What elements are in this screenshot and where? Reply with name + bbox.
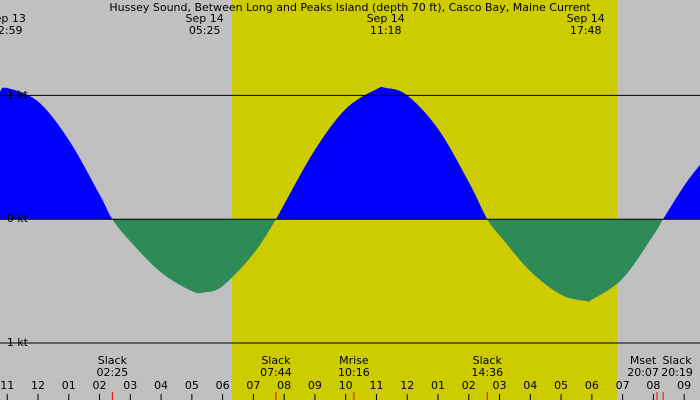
event-time: 10:16 — [338, 366, 370, 379]
event-date: Sep 14 — [367, 12, 405, 25]
x-tick-label: 10 — [339, 379, 353, 392]
x-tick-label: 04 — [154, 379, 168, 392]
x-tick-label: 07 — [246, 379, 260, 392]
x-tick-label: 04 — [523, 379, 537, 392]
x-tick-label: 01 — [62, 379, 76, 392]
event-name: Slack — [261, 354, 291, 367]
x-tick-label: 12 — [400, 379, 414, 392]
event-date: Sep 14 — [567, 12, 605, 25]
event-time: 20:19 — [661, 366, 693, 379]
x-tick-label: 09 — [308, 379, 322, 392]
y-tick-label: 1 kt — [7, 88, 29, 101]
x-tick-label: 11 — [369, 379, 383, 392]
event-time: 02:25 — [97, 366, 129, 379]
x-tick-label: 09 — [677, 379, 691, 392]
event-date: Sep 14 — [186, 12, 224, 25]
event-time: 05:25 — [189, 24, 221, 37]
x-tick-label: 01 — [431, 379, 445, 392]
x-tick-label: 02 — [93, 379, 107, 392]
x-tick-label: 07 — [616, 379, 630, 392]
current-area — [0, 86, 700, 303]
event-name: Slack — [98, 354, 128, 367]
event-name: Slack — [662, 354, 692, 367]
event-time: 14:36 — [471, 366, 503, 379]
x-tick-label: 12 — [31, 379, 45, 392]
event-time: 07:44 — [260, 366, 292, 379]
chart-title: Hussey Sound, Between Long and Peaks Isl… — [109, 1, 591, 14]
event-name: Mrise — [339, 354, 369, 367]
event-time: 22:59 — [0, 24, 23, 37]
x-tick-label: 08 — [277, 379, 291, 392]
y-tick-label: 0 kt — [7, 212, 29, 225]
x-tick-label: 05 — [554, 379, 568, 392]
event-name: Mset — [630, 354, 657, 367]
event-name: Slack — [473, 354, 503, 367]
event-time: 11:18 — [370, 24, 402, 37]
event-time: 17:48 — [570, 24, 602, 37]
x-tick-label: 03 — [493, 379, 507, 392]
event-date: Sep 13 — [0, 12, 26, 25]
x-tick-label: 11 — [0, 379, 14, 392]
event-time: 20:07 — [627, 366, 659, 379]
x-tick-label: 05 — [185, 379, 199, 392]
x-tick-label: 06 — [585, 379, 599, 392]
y-tick-label: -1 kt — [3, 336, 29, 349]
x-tick-label: 08 — [646, 379, 660, 392]
x-tick-label: 03 — [123, 379, 137, 392]
x-tick-label: 06 — [216, 379, 230, 392]
x-tick-label: 02 — [462, 379, 476, 392]
